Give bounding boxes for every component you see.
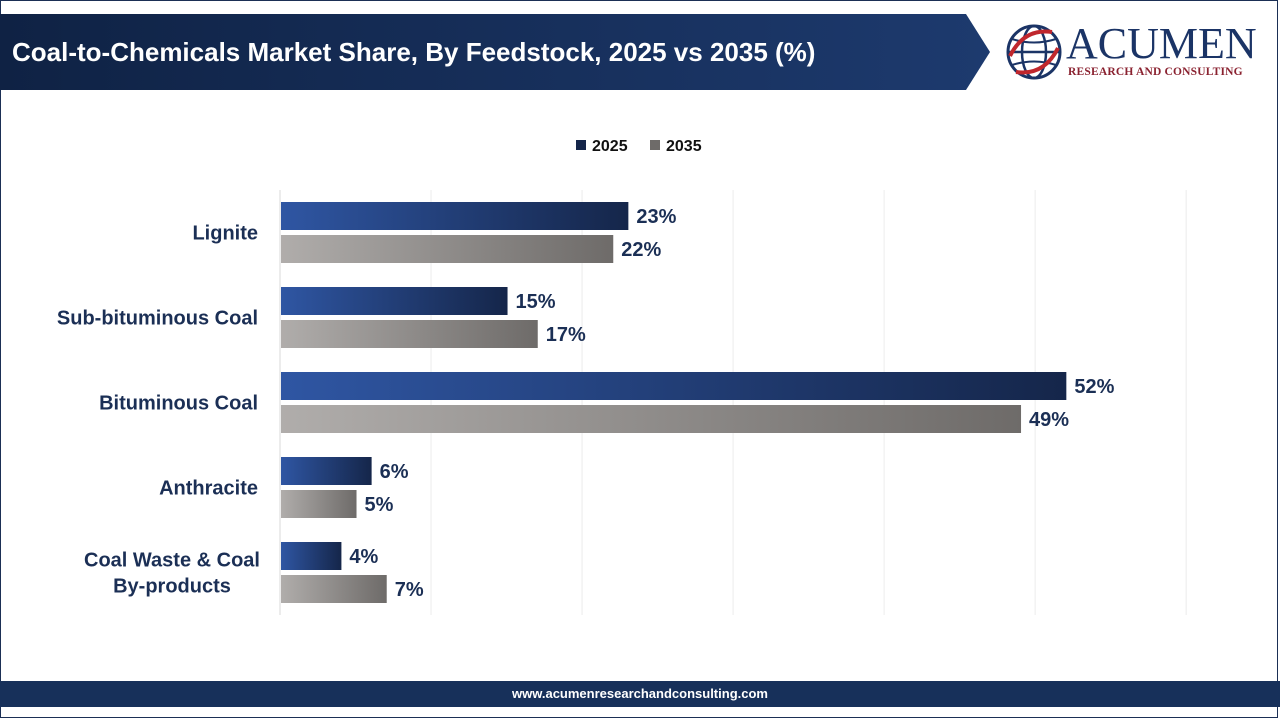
bar-2025-2 xyxy=(281,372,1067,400)
logo-name: ACUMEN xyxy=(1066,19,1257,68)
value-label-2025-2: 52% xyxy=(1074,376,1114,398)
title-banner: Coal-to-Chemicals Market Share, By Feeds… xyxy=(0,14,990,90)
category-label-0: Lignite xyxy=(192,223,258,245)
value-label-2035-4: 7% xyxy=(395,579,424,601)
bar-2035-2 xyxy=(281,405,1022,433)
value-label-2025-1: 15% xyxy=(516,291,556,313)
footer-url[interactable]: www.acumenresearchandconsulting.com xyxy=(512,686,768,701)
category-label-1: Sub-bituminous Coal xyxy=(57,308,258,330)
value-label-2025-4: 4% xyxy=(349,546,378,568)
category-label-2: Bituminous Coal xyxy=(99,393,258,415)
value-label-2025-0: 23% xyxy=(636,206,676,228)
value-label-2035-0: 22% xyxy=(621,239,661,261)
bar-2035-3 xyxy=(281,490,357,518)
title-banner-shape xyxy=(0,14,990,90)
chart-area: 2025 2035 23% 22% Lignite 15% 17% Sub-bituminou… xyxy=(0,120,1280,640)
legend-label-2025: 2025 xyxy=(592,138,628,155)
globe-icon xyxy=(1006,24,1062,80)
value-label-2025-3: 6% xyxy=(380,461,409,483)
value-label-2035-3: 5% xyxy=(365,494,394,516)
bar-2025-0 xyxy=(281,202,629,230)
bar-2035-0 xyxy=(281,235,614,263)
company-logo: ACUMEN RESEARCH AND CONSULTING xyxy=(1004,19,1264,84)
bar-2025-3 xyxy=(281,457,372,485)
bar-2035-1 xyxy=(281,320,538,348)
category-label-4: Coal Waste & Coal By-products xyxy=(84,550,260,598)
footer-bar: www.acumenresearchandconsulting.com xyxy=(0,681,1280,707)
legend-swatch-2035 xyxy=(650,140,660,150)
bar-chart: 2025 2035 23% 22% Lignite 15% 17% Sub-bituminou… xyxy=(57,138,1187,615)
category-label-3: Anthracite xyxy=(159,478,258,500)
bar-2035-4 xyxy=(281,575,387,603)
legend-label-2035: 2035 xyxy=(666,138,702,155)
value-label-2035-2: 49% xyxy=(1029,409,1069,431)
logo-tagline: RESEARCH AND CONSULTING xyxy=(1068,66,1243,78)
chart-title: Coal-to-Chemicals Market Share, By Feeds… xyxy=(12,37,816,67)
value-label-2035-1: 17% xyxy=(546,324,586,346)
bar-2025-4 xyxy=(281,542,342,570)
bar-2025-1 xyxy=(281,287,508,315)
legend-swatch-2025 xyxy=(576,140,586,150)
